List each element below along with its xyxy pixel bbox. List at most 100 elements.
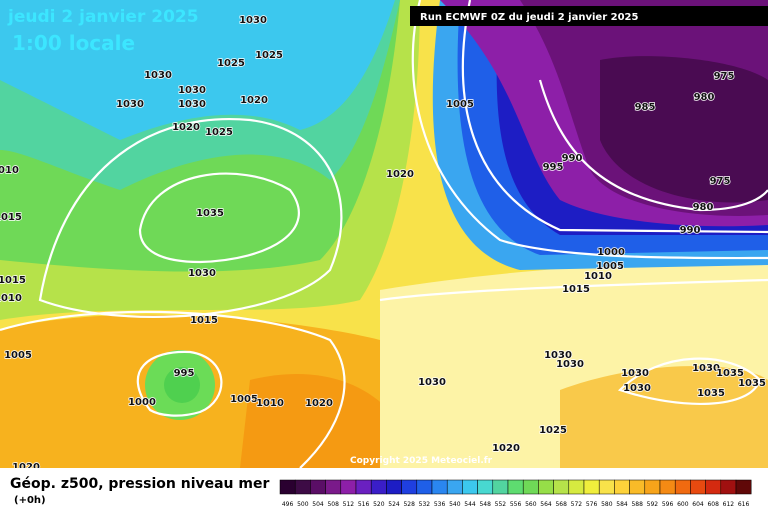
colorbar-swatch	[355, 479, 372, 495]
colorbar-swatch	[386, 479, 402, 495]
isobar-label: 1020	[240, 95, 268, 106]
isobar-label: 975	[710, 176, 731, 187]
colorbar-label: 524	[388, 501, 400, 508]
colorbar-label: 500	[297, 501, 309, 508]
time-label: 1:00 locale	[12, 31, 135, 55]
colorbar-label: 584	[616, 501, 628, 508]
colorbar-swatch	[370, 479, 387, 495]
isobar-label: 980	[693, 202, 714, 213]
isobar-label: 1010	[584, 271, 612, 282]
colorbar-swatch	[705, 479, 722, 495]
isobar-label: 1035	[196, 208, 224, 219]
colorbar-label: 560	[525, 501, 537, 508]
footer-lead: (+0h)	[14, 495, 46, 506]
isobar-label: 1030	[692, 363, 720, 374]
isobar-label: 1015	[190, 315, 218, 326]
colorbar-swatch	[492, 479, 509, 495]
colorbar-label: 520	[373, 501, 385, 508]
run-info: Run ECMWF 0Z du jeudi 2 janvier 2025	[420, 12, 638, 23]
colorbar-label: 536	[434, 501, 446, 508]
colorbar-swatch	[507, 479, 524, 495]
isobar-label: 990	[680, 225, 701, 236]
colorbar-label: 496	[282, 501, 294, 508]
colorbar-swatch	[279, 479, 296, 495]
colorbar-label: 600	[677, 501, 689, 508]
colorbar-label: 604	[692, 501, 704, 508]
colorbar-label: 564	[540, 501, 552, 508]
isobar-label: 1025	[205, 127, 233, 138]
colorbar: 496 500 504 508 512 516 520 524 528 532 536 540 544 5…	[279, 479, 752, 508]
colorbar-swatch	[674, 479, 691, 495]
isobar-label: 990	[562, 153, 583, 164]
colorbar-label: 516	[358, 501, 370, 508]
colorbar-label: 556	[510, 501, 522, 508]
colorbar-label: 540	[449, 501, 461, 508]
isobar-label: 1005	[4, 350, 32, 361]
colorbar-label: 588	[631, 501, 643, 508]
colorbar-label: 612	[723, 501, 735, 508]
isobar-label: 1030	[623, 383, 651, 394]
colorbar-label: 592	[647, 501, 659, 508]
copyright: Copyright 2025 Meteociel.fr	[350, 456, 493, 466]
colorbar-label: 596	[662, 501, 674, 508]
colorbar-label: 576	[586, 501, 598, 508]
isobar-label: 1030	[418, 377, 446, 388]
colorbar-swatch	[340, 479, 357, 495]
isobar-label: 985	[635, 102, 656, 113]
colorbar-label: 568	[555, 501, 567, 508]
isobar-label: 1000	[597, 247, 625, 258]
colorbar-swatch	[522, 479, 539, 495]
colorbar-swatch	[538, 479, 554, 495]
colorbar-swatch	[446, 479, 463, 495]
isobar-label: 1030	[144, 70, 172, 81]
isobar-label: 1020	[172, 122, 200, 133]
colorbar-swatch	[401, 479, 418, 495]
colorbar-label: 552	[495, 501, 507, 508]
isobar-label: 1005	[446, 99, 474, 110]
colorbar-swatch	[659, 479, 676, 495]
colorbar-swatch	[310, 479, 326, 495]
isobar-label: 1030	[188, 268, 216, 279]
date-label: jeudi 2 janvier 2025	[7, 7, 199, 27]
isobar-label: 1025	[217, 58, 245, 69]
footer-title: Géop. z500, pression niveau mer	[10, 476, 269, 492]
isobar-label: 1025	[255, 50, 283, 61]
isobar-label: 1030	[178, 99, 206, 110]
isobar-label: 1000	[128, 397, 156, 408]
colorbar-swatch	[583, 479, 600, 495]
colorbar-swatch	[431, 479, 448, 495]
colorbar-swatch	[735, 479, 752, 495]
colorbar-swatch	[598, 479, 615, 495]
colorbar-swatch	[614, 479, 630, 495]
isobar-label: 1020	[305, 398, 333, 409]
isobar-label: 995	[174, 368, 195, 379]
isobar-label: 1035	[716, 368, 744, 379]
isobar-label: 1015	[0, 275, 26, 286]
isobar-label: 1030	[621, 368, 649, 379]
isobar-label: 1010	[0, 293, 22, 304]
isobar-label: 1010	[256, 398, 284, 409]
isobar-label: 1035	[697, 388, 725, 399]
colorbar-swatch	[294, 479, 311, 495]
colorbar-label: 512	[343, 501, 355, 508]
colorbar-swatch	[629, 479, 646, 495]
isobar-label: 1010	[0, 165, 19, 176]
isobar-label: 1030	[239, 15, 267, 26]
colorbar-swatch	[416, 479, 433, 495]
isobar-labels: 1030 1025 1025 1030 1030 1030 1030 1020 1020 1025…	[0, 14, 767, 474]
colorbar-label: 504	[312, 501, 324, 508]
colorbar-label: 608	[707, 501, 719, 508]
colorbar-label: 508	[327, 501, 339, 508]
colorbar-label: 528	[403, 501, 415, 508]
isobar-label: 995	[543, 162, 564, 173]
isobar-label: 1020	[492, 443, 520, 454]
isobar-label: 980	[694, 92, 715, 103]
colorbar-label: 548	[479, 501, 491, 508]
colorbar-swatch	[325, 479, 342, 495]
isobar-label: 1030	[178, 85, 206, 96]
field	[0, 0, 768, 468]
colorbar-label: 616	[738, 501, 750, 508]
colorbar-swatch	[644, 479, 661, 495]
colorbar-label: 532	[419, 501, 431, 508]
